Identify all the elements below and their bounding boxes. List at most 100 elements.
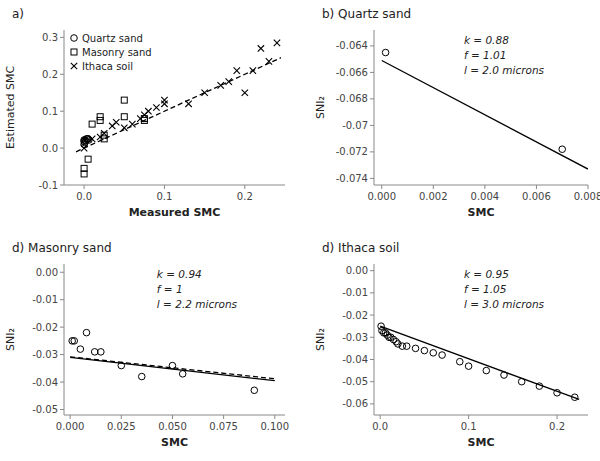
point bbox=[465, 363, 472, 370]
y-tick bbox=[60, 299, 64, 300]
legend-marker bbox=[71, 35, 78, 42]
x-axis-label: SMC bbox=[468, 436, 495, 449]
x-tick-label: 0.0 bbox=[76, 191, 92, 202]
panel: 0.00.10.2-0.10.00.10.20.3a)Measured SMCE… bbox=[4, 7, 285, 219]
x-axis-label: SMC bbox=[161, 436, 188, 449]
panel: 0.0000.0250.0500.0750.1000.00-0.01-0.02-… bbox=[4, 241, 289, 449]
y-tick bbox=[60, 409, 64, 410]
y-tick-label: -0.072 bbox=[336, 146, 368, 157]
point bbox=[121, 97, 127, 103]
y-axis-line bbox=[64, 264, 65, 415]
line bbox=[76, 58, 281, 152]
y-tick bbox=[370, 72, 374, 73]
x-tick bbox=[557, 415, 558, 419]
y-tick bbox=[60, 37, 64, 38]
point bbox=[113, 119, 119, 125]
line bbox=[70, 357, 275, 380]
point bbox=[145, 108, 151, 114]
y-tick-label: -0.1 bbox=[38, 180, 58, 191]
y-axis-label: SNI₂ bbox=[314, 96, 327, 119]
legend: Quartz sandMasonry sandIthaca soil bbox=[71, 33, 152, 72]
y-tick-label: 0.2 bbox=[42, 69, 58, 80]
annotation: k = 0.94f = 1l = 2.2 microns bbox=[157, 268, 238, 310]
point bbox=[456, 358, 463, 365]
y-tick-label: 0.00 bbox=[36, 267, 58, 278]
point bbox=[71, 338, 78, 345]
x-axis-line bbox=[374, 415, 588, 416]
x-tick-label: 0.008 bbox=[574, 191, 600, 202]
point bbox=[258, 45, 264, 51]
point bbox=[101, 130, 107, 136]
legend-marker bbox=[71, 63, 77, 69]
y-tick-label: -0.07 bbox=[342, 120, 368, 131]
x-tick-label: 0.025 bbox=[107, 421, 136, 432]
point bbox=[179, 371, 186, 378]
annotation: k = 0.95f = 1.05l = 3.0 microns bbox=[464, 268, 545, 310]
legend-label: Masonry sand bbox=[82, 47, 152, 58]
y-tick bbox=[370, 359, 374, 360]
y-tick bbox=[370, 315, 374, 316]
x-tick bbox=[164, 185, 165, 189]
x-axis-line bbox=[64, 185, 285, 186]
x-tick bbox=[244, 185, 245, 189]
y-tick-label: -0.04 bbox=[32, 377, 58, 388]
y-tick bbox=[370, 98, 374, 99]
y-tick bbox=[60, 272, 64, 273]
x-tick-label: 0.1 bbox=[461, 421, 477, 432]
legend-marker bbox=[71, 49, 77, 55]
panel-title: d) Masonry sand bbox=[12, 241, 112, 255]
line bbox=[70, 357, 275, 379]
point bbox=[251, 387, 258, 394]
x-tick-label: 0.002 bbox=[419, 191, 448, 202]
y-tick-label: -0.064 bbox=[336, 40, 368, 51]
plot-area bbox=[382, 49, 588, 169]
y-tick bbox=[60, 382, 64, 383]
point bbox=[83, 329, 90, 336]
y-tick-label: 0.00 bbox=[346, 265, 368, 276]
x-tick bbox=[381, 185, 382, 189]
y-tick-label: -0.068 bbox=[336, 93, 368, 104]
x-tick bbox=[484, 185, 485, 189]
point bbox=[98, 349, 105, 356]
y-tick-label: -0.074 bbox=[336, 173, 368, 184]
x-axis-line bbox=[374, 185, 588, 186]
x-tick bbox=[380, 415, 381, 419]
point bbox=[274, 40, 280, 46]
legend-label: Quartz sand bbox=[82, 33, 143, 44]
y-tick-label: -0.05 bbox=[342, 376, 368, 387]
point bbox=[430, 350, 437, 357]
figure: 0.00.10.2-0.10.00.10.20.3a)Measured SMCE… bbox=[0, 0, 600, 461]
x-tick bbox=[84, 185, 85, 189]
point bbox=[91, 349, 98, 356]
point bbox=[138, 373, 145, 380]
x-tick-label: 0.2 bbox=[549, 421, 565, 432]
x-tick-label: 0.050 bbox=[158, 421, 187, 432]
y-tick bbox=[60, 354, 64, 355]
y-tick-label: 0.0 bbox=[42, 143, 58, 154]
panel: 0.0000.0020.0040.0060.008-0.074-0.072-0.… bbox=[314, 7, 600, 219]
y-tick bbox=[60, 148, 64, 149]
y-tick-label: -0.01 bbox=[32, 294, 58, 305]
x-tick-label: 0.075 bbox=[209, 421, 238, 432]
x-tick bbox=[172, 415, 173, 419]
y-tick bbox=[370, 403, 374, 404]
point bbox=[77, 346, 84, 353]
x-axis-label: SMC bbox=[468, 206, 495, 219]
y-tick bbox=[370, 151, 374, 152]
y-tick bbox=[370, 178, 374, 179]
y-tick bbox=[60, 185, 64, 186]
y-tick-label: -0.03 bbox=[342, 332, 368, 343]
point bbox=[439, 352, 446, 359]
point bbox=[89, 121, 95, 127]
y-tick-label: -0.02 bbox=[32, 322, 58, 333]
y-axis-label: Estimated SMC bbox=[4, 66, 17, 150]
point bbox=[382, 49, 389, 56]
point bbox=[218, 82, 224, 88]
y-tick bbox=[370, 292, 374, 293]
y-axis-label: SNI₂ bbox=[314, 328, 327, 351]
y-tick-label: -0.06 bbox=[342, 398, 368, 409]
plot-area bbox=[378, 323, 579, 401]
y-axis-line bbox=[374, 30, 375, 185]
point bbox=[559, 146, 566, 153]
point bbox=[97, 117, 103, 123]
